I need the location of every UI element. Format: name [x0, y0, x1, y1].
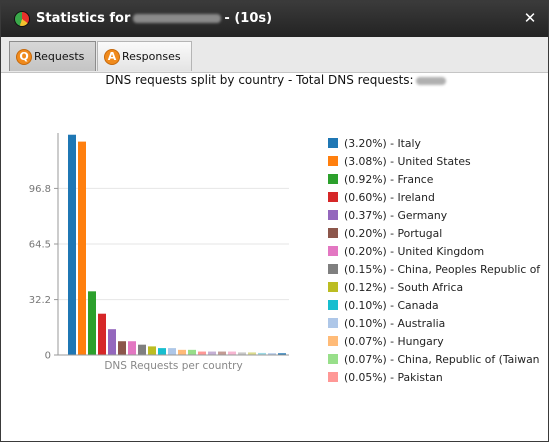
legend-item[interactable]: (0.05%) - Pakistan: [328, 368, 540, 386]
bar[interactable]: [118, 341, 126, 355]
bar[interactable]: [218, 351, 226, 355]
legend-label: (0.07%) - Hungary: [344, 334, 444, 348]
bar[interactable]: [238, 352, 246, 355]
bar[interactable]: [128, 341, 136, 355]
legend-item[interactable]: (0.10%) - Australia: [328, 314, 540, 332]
legend-label: (0.37%) - Germany: [344, 208, 448, 222]
legend-label: (0.07%) - China, Republic of (Taiwan: [344, 352, 540, 366]
title-bar[interactable]: Statistics for - (10s) ✕: [1, 1, 548, 37]
legend-item[interactable]: (0.10%) - Canada: [328, 296, 540, 314]
bar[interactable]: [248, 352, 256, 355]
legend-swatch: [328, 372, 338, 382]
legend-swatch: [328, 246, 338, 256]
legend-item[interactable]: (0.92%) - France: [328, 170, 540, 188]
chart-legend: (3.20%) - Italy (3.08%) - United States (0…: [328, 134, 540, 386]
legend-label: (0.92%) - France: [344, 172, 434, 186]
legend-swatch: [328, 300, 338, 310]
legend-item[interactable]: (0.12%) - South Africa: [328, 278, 540, 296]
legend-label: (0.05%) - Pakistan: [344, 370, 443, 384]
legend-swatch: [328, 354, 338, 364]
requests-icon: Q: [16, 48, 32, 65]
legend-label: (3.08%) - United States: [344, 154, 471, 168]
app-logo-icon: [14, 11, 30, 27]
legend-item[interactable]: (3.20%) - Italy: [328, 134, 540, 152]
bar[interactable]: [88, 291, 96, 355]
window-title: Statistics for - (10s): [36, 11, 272, 26]
bar[interactable]: [188, 349, 196, 355]
legend-swatch: [328, 156, 338, 166]
responses-icon: A: [104, 48, 120, 65]
bar-chart: 0 32.2 64.5 96.8 DNS Requests per country: [29, 133, 289, 372]
legend-item[interactable]: (0.60%) - Ireland: [328, 188, 540, 206]
legend-label: (0.60%) - Ireland: [344, 190, 435, 204]
legend-label: (3.20%) - Italy: [344, 136, 421, 150]
bar[interactable]: [148, 346, 156, 355]
window-title-prefix: Statistics for: [36, 11, 131, 26]
legend-label: (0.10%) - Canada: [344, 298, 439, 312]
tab-bar: Q Requests A Responses: [1, 37, 548, 73]
bar[interactable]: [278, 353, 286, 355]
tab-responses[interactable]: A Responses: [97, 41, 192, 71]
chart-axes: 0 32.2 64.5 96.8 DNS Requests per country: [29, 133, 289, 372]
legend-swatch: [328, 282, 338, 292]
bar[interactable]: [68, 134, 76, 355]
legend-swatch: [328, 210, 338, 220]
legend-item[interactable]: (3.08%) - United States: [328, 152, 540, 170]
y-tick-label: 64.5: [29, 240, 51, 251]
legend-label: (0.12%) - South Africa: [344, 280, 464, 294]
redacted-host: [133, 14, 222, 23]
y-tick-label: 32.2: [29, 295, 51, 306]
legend-item[interactable]: (0.37%) - Germany: [328, 206, 540, 224]
legend-item[interactable]: (0.15%) - China, Peoples Republic of: [328, 260, 540, 278]
y-tick-label: 96.8: [29, 184, 51, 195]
legend-swatch: [328, 138, 338, 148]
y-tick-label: 0: [45, 351, 51, 362]
redacted-total: [415, 76, 446, 85]
bar[interactable]: [168, 348, 176, 355]
bar[interactable]: [198, 351, 206, 355]
bar[interactable]: [98, 313, 106, 355]
legend-item[interactable]: (0.07%) - China, Republic of (Taiwan: [328, 350, 540, 368]
chart-bars: [68, 134, 286, 355]
tab-requests-label: Requests: [34, 50, 85, 63]
x-axis-title: DNS Requests per country: [104, 360, 242, 372]
legend-swatch: [328, 318, 338, 328]
bar[interactable]: [158, 348, 166, 355]
legend-label: (0.15%) - China, Peoples Republic of: [344, 262, 541, 276]
chart-grid: [58, 187, 289, 301]
legend-swatch: [328, 192, 338, 202]
tab-responses-label: Responses: [122, 50, 181, 63]
chart-panel: DNS requests split by country - Total DN…: [1, 73, 548, 441]
legend-swatch: [328, 336, 338, 346]
legend-item[interactable]: (0.20%) - Portugal: [328, 224, 540, 242]
bar[interactable]: [138, 344, 146, 355]
bar[interactable]: [78, 141, 86, 355]
chart-title: DNS requests split by country - Total DN…: [1, 73, 549, 87]
legend-item[interactable]: (0.20%) - United Kingdom: [328, 242, 540, 260]
bar[interactable]: [178, 349, 186, 355]
legend-swatch: [328, 174, 338, 184]
chart-title-text: DNS requests split by country - Total DN…: [105, 73, 414, 87]
legend-swatch: [328, 228, 338, 238]
tab-requests[interactable]: Q Requests: [9, 41, 96, 71]
legend-label: (0.20%) - United Kingdom: [344, 244, 485, 258]
bar[interactable]: [228, 351, 236, 355]
legend-swatch: [328, 264, 338, 274]
legend-label: (0.20%) - Portugal: [344, 226, 443, 240]
window-title-suffix: - (10s): [224, 11, 273, 26]
legend-item[interactable]: (0.07%) - Hungary: [328, 332, 540, 350]
bar[interactable]: [208, 351, 216, 355]
bar[interactable]: [268, 353, 276, 355]
close-button[interactable]: ✕: [523, 9, 537, 27]
bar[interactable]: [258, 352, 266, 355]
bar[interactable]: [108, 329, 116, 355]
legend-label: (0.10%) - Australia: [344, 316, 446, 330]
